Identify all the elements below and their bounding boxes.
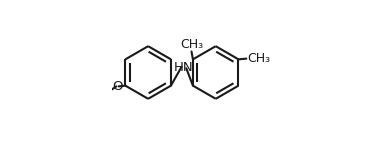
Text: CH₃: CH₃ xyxy=(248,52,271,65)
Text: O: O xyxy=(112,80,123,93)
Text: HN: HN xyxy=(174,61,194,74)
Text: CH₃: CH₃ xyxy=(180,38,203,51)
